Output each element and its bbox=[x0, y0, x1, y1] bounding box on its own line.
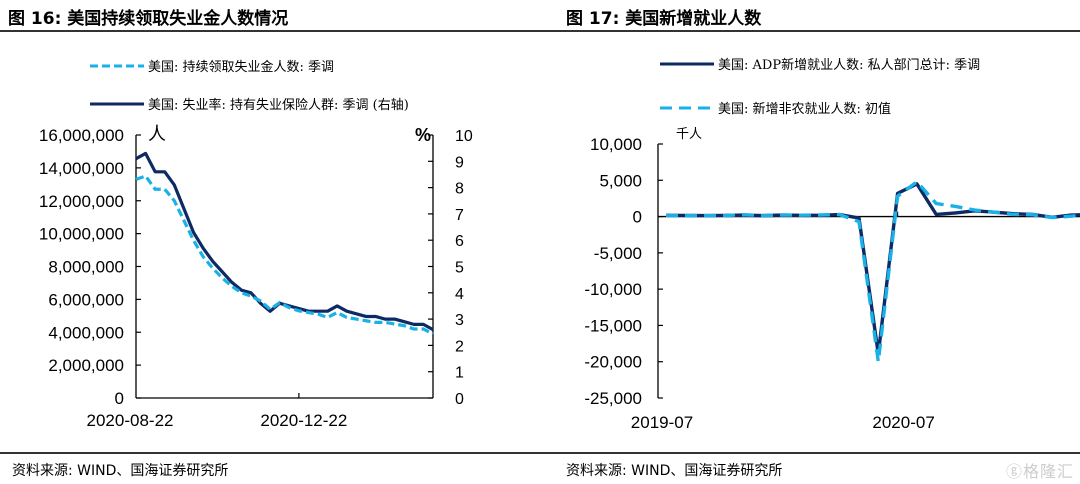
right-legend-item-adp: 美国: ADP新增就业人数: 私人部门总计: 季调 bbox=[660, 54, 980, 73]
y2-tick-label: 4 bbox=[455, 286, 464, 303]
y2-tick-label: 3 bbox=[455, 312, 464, 329]
right-title-rule bbox=[540, 30, 1080, 32]
y-unit-label: 千人 bbox=[676, 126, 702, 141]
y2-tick-label: 0 bbox=[455, 391, 464, 408]
watermark-logo: ⓖ格隆汇 bbox=[1005, 462, 1074, 481]
legend-label: 美国: 新增非农就业人数: 初值 bbox=[718, 102, 892, 117]
y-tick-label: 2,000,000 bbox=[48, 356, 124, 375]
y2-unit-label: % bbox=[415, 125, 431, 145]
x-tick-label: 2020-07 bbox=[872, 413, 934, 432]
left-chart: 0 2,000,000 4,000,000 6,000,000 8,000,000 10,… bbox=[39, 124, 473, 430]
left-title-rule bbox=[0, 30, 540, 32]
y-tick-label: 10,000,000 bbox=[39, 225, 124, 244]
y-tick-label: -20,000 bbox=[584, 353, 642, 372]
y2-tick-label: 2 bbox=[455, 338, 464, 355]
y-tick-label: -15,000 bbox=[584, 316, 642, 335]
left-legend-item-claims: 美国: 持续领取失业金人数: 季调 bbox=[90, 56, 334, 75]
y-tick-label: 4,000,000 bbox=[48, 323, 124, 342]
right-source-rule bbox=[540, 452, 1080, 454]
y2-tick-label: 9 bbox=[455, 154, 464, 171]
legend-label: 美国: 失业率: 持有失业保险人群: 季调 (右轴) bbox=[148, 98, 409, 113]
legend-label: 美国: ADP新增就业人数: 私人部门总计: 季调 bbox=[718, 58, 981, 73]
x-tick-label: 2020-12-22 bbox=[260, 411, 347, 430]
y2-tick-label: 1 bbox=[455, 365, 464, 382]
left-chart-title: 图 16: 美国持续领取失业金人数情况 bbox=[8, 9, 289, 29]
y-tick-label: 6,000,000 bbox=[48, 290, 124, 309]
y-tick-label: 0 bbox=[633, 208, 642, 227]
legend-solid-line-icon bbox=[90, 102, 144, 105]
series-line-continuing-claims bbox=[135, 174, 434, 336]
series-line-nonfarm bbox=[665, 179, 1080, 362]
y-tick-label: -5,000 bbox=[594, 244, 642, 263]
right-chart: -25,000 -20,000 -15,000 -10,000 -5,000 0 5,000… bbox=[584, 126, 1080, 432]
legend-label: 美国: 持续领取失业金人数: 季调 bbox=[148, 60, 335, 75]
y-tick-label: 14,000,000 bbox=[39, 159, 124, 178]
y2-tick-label: 10 bbox=[455, 128, 473, 145]
left-source-text: 资料来源: WIND、国海证券研究所 bbox=[12, 463, 229, 479]
right-chart-title: 图 17: 美国新增就业人数 bbox=[566, 9, 762, 29]
x-tick-label: 2020-08-22 bbox=[87, 411, 174, 430]
y-tick-label: 5,000 bbox=[599, 171, 642, 190]
y2-tick-label: 7 bbox=[455, 207, 464, 224]
right-legend-item-nfp: 美国: 新增非农就业人数: 初值 bbox=[660, 98, 891, 117]
y-tick-label: -10,000 bbox=[584, 280, 642, 299]
left-legend-item-rate: 美国: 失业率: 持有失业保险人群: 季调 (右轴) bbox=[90, 94, 409, 113]
series-line-unemployment-rate bbox=[135, 151, 434, 332]
y-unit-label: 人 bbox=[148, 124, 166, 144]
y-tick-label: 16,000,000 bbox=[39, 126, 124, 145]
right-source-text: 资料来源: WIND、国海证券研究所 bbox=[566, 463, 783, 479]
x-tick-label: 2019-07 bbox=[631, 413, 693, 432]
y-tick-label: 10,000 bbox=[590, 135, 642, 154]
series-line-adp bbox=[665, 182, 1080, 356]
y-tick-label: 8,000,000 bbox=[48, 258, 124, 277]
y-tick-label: -25,000 bbox=[584, 389, 642, 408]
y-tick-label: 0 bbox=[115, 389, 124, 408]
y2-tick-label: 6 bbox=[455, 233, 464, 250]
legend-dashed-line-icon bbox=[660, 106, 714, 109]
y-tick-label: 12,000,000 bbox=[39, 192, 124, 211]
y2-tick-label: 5 bbox=[455, 260, 464, 277]
legend-dashed-line-icon bbox=[90, 64, 144, 67]
legend-solid-line-icon bbox=[660, 62, 714, 65]
left-source-rule bbox=[0, 452, 540, 454]
y2-tick-label: 8 bbox=[455, 181, 464, 198]
